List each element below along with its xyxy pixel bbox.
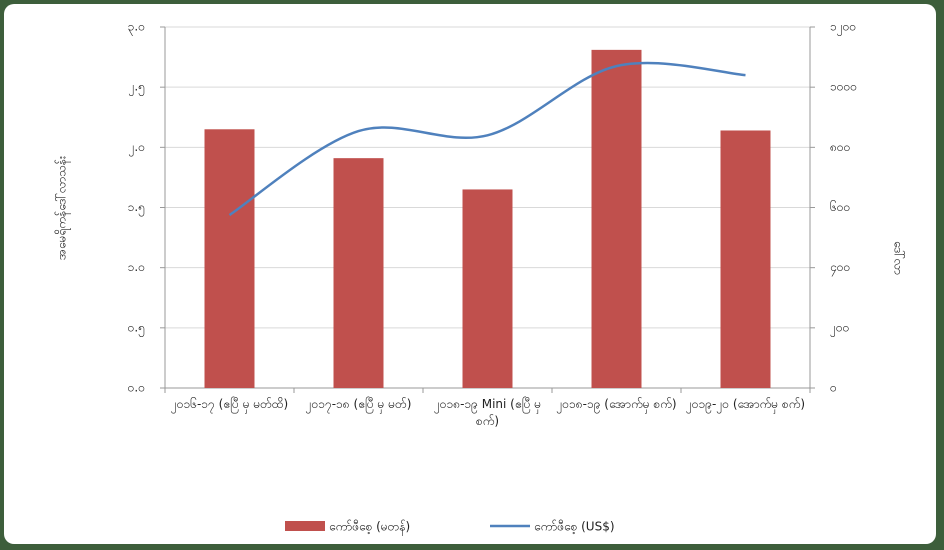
y2-tick-label: ၀ xyxy=(830,381,837,395)
legend-label: ကော်ဖီစေ့ (မတန်) xyxy=(329,519,410,537)
bar xyxy=(333,158,384,388)
y-tick-label: ၁.၀ xyxy=(128,260,145,274)
bar xyxy=(720,130,771,388)
bar xyxy=(591,49,642,388)
y-tick-label: ၀.၀ xyxy=(128,381,145,395)
legend-label: ကော်ဖီစေ့ (US$) xyxy=(534,519,615,535)
line xyxy=(228,61,746,217)
legend-swatch xyxy=(285,521,325,531)
y2-tick-label: ၂၀၀ xyxy=(830,320,849,337)
y2-tick-label: ၄၀၀ xyxy=(830,260,850,277)
x-tick-label: ၂၀၁၈-၁၉ (အောက်မှ စက်) xyxy=(556,397,677,411)
y-tick-label: ၂.၀ xyxy=(129,140,145,157)
y-tick-label: ၂.၅ xyxy=(129,80,145,97)
x-tick-label: ၂၀၁၉-၂၀ (အောက်မှ စက်) xyxy=(685,397,806,411)
y2-tick-label: ၁၀၀၀ xyxy=(830,80,857,94)
y-tick-label: ၀.၅ xyxy=(128,320,145,337)
x-tick-label: ၂၀၁၆-၁၇ (ဧပြီ မှ မတ်ထိ) xyxy=(170,397,289,411)
bar xyxy=(462,189,513,388)
y2-axis-title: ဒေါ်လာ xyxy=(892,241,907,275)
y-tick-label: ၃.၀ xyxy=(128,20,145,37)
x-tick-label: ၂၀၁၇-၁၈ (ဧပြီ မှ မတ်) xyxy=(305,397,412,411)
bar xyxy=(204,129,255,389)
y2-tick-label: ၆၀၀ xyxy=(830,199,850,214)
y-tick-label: ၁.၅ xyxy=(128,200,145,217)
y2-tick-label: ၁၂၀၀ xyxy=(830,20,856,37)
y2-tick-label: ၈၀၀ xyxy=(830,140,850,154)
x-tick-label: ၂၀၁၈-၁၉ Mini (ဧပြီ မှ စက်) xyxy=(433,397,542,428)
y-axis-title: အမေရိကန်ဒေါ်လာသန်း xyxy=(54,156,72,260)
